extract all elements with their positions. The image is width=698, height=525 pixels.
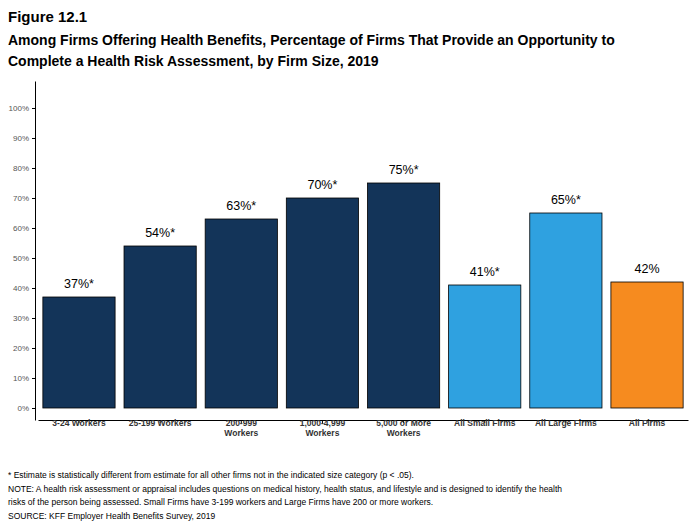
y-tick-mark xyxy=(32,108,35,109)
bar xyxy=(611,282,683,408)
y-tick-mark xyxy=(32,138,35,139)
y-tick-label: 100% xyxy=(9,104,29,113)
footnote: NOTE: A health risk assessment or apprai… xyxy=(8,484,562,508)
x-tick-label: All Small Firms xyxy=(454,418,516,428)
x-tick-label: 5,000 or MoreWorkers xyxy=(376,418,431,438)
y-tick: 40% xyxy=(13,284,35,293)
text-line: 3-24 Workers xyxy=(52,418,106,428)
x-tick: 200-999Workers xyxy=(224,418,258,438)
x-tick: All Small Firms xyxy=(454,418,516,428)
x-tick: All Large Firms xyxy=(535,418,597,428)
x-tick-label: 25-199 Workers xyxy=(129,418,192,428)
text-line: Workers xyxy=(387,428,421,438)
data-label: 42% xyxy=(635,262,660,276)
x-tick: All Firms xyxy=(629,418,666,428)
bar xyxy=(286,198,358,408)
x-tick: 1,000-4,999Workers xyxy=(300,418,346,438)
y-tick-mark xyxy=(32,288,35,289)
y-tick-label: 40% xyxy=(13,284,29,293)
text-line: NOTE: A health risk assessment or apprai… xyxy=(8,484,562,494)
text-line: All Large Firms xyxy=(535,418,597,428)
y-tick-label: 80% xyxy=(13,164,29,173)
data-label: 65%* xyxy=(551,193,581,207)
data-label: 41%* xyxy=(470,265,500,279)
text-line: 200-999 xyxy=(226,418,257,428)
text-line: * Estimate is statistically different fr… xyxy=(8,470,414,480)
y-tick-mark xyxy=(32,318,35,319)
bar xyxy=(43,297,115,408)
y-axis-line xyxy=(35,82,36,421)
y-tick-label: 90% xyxy=(13,134,29,143)
x-tick-label: 200-999Workers xyxy=(224,418,258,438)
x-tick-label: All Large Firms xyxy=(535,418,597,428)
y-tick-label: 10% xyxy=(13,374,29,383)
y-tick: 60% xyxy=(13,224,35,233)
y-tick: 100% xyxy=(9,104,35,113)
y-tick-label: 50% xyxy=(13,254,29,263)
text-line: 25-199 Workers xyxy=(129,418,192,428)
bar xyxy=(367,183,439,408)
y-tick-label: 60% xyxy=(13,224,29,233)
y-tick: 50% xyxy=(13,254,35,263)
data-label: 54%* xyxy=(145,226,175,240)
chart: Figure 12.1 Among Firms Offering Health B… xyxy=(0,0,698,525)
text-line: 1,000-4,999 xyxy=(300,418,346,428)
x-tick: 25-199 Workers xyxy=(129,418,192,428)
y-tick: 90% xyxy=(13,134,35,143)
x-tick: 3-24 Workers xyxy=(52,418,106,428)
y-tick: 10% xyxy=(13,374,35,383)
y-tick: 70% xyxy=(13,194,35,203)
bar xyxy=(205,219,277,408)
y-tick-label: 0% xyxy=(17,404,29,413)
y-tick-label: 30% xyxy=(13,314,29,323)
data-labels: 37%* 54%* 63%* 70%* 75%* 41%* 65%* 42% xyxy=(64,163,660,291)
data-label: 37%* xyxy=(64,277,94,291)
y-tick-mark xyxy=(32,228,35,229)
x-tick: 5,000 or MoreWorkers xyxy=(376,418,431,438)
data-label: 75%* xyxy=(389,163,419,177)
title: Figure 12.1 xyxy=(8,8,87,25)
bar xyxy=(449,285,521,408)
text-line: Among Firms Offering Health Benefits, Pe… xyxy=(8,32,615,48)
footnote: SOURCE: KFF Employer Health Benefits Sur… xyxy=(8,511,216,521)
y-tick: 80% xyxy=(13,164,35,173)
text-line: SOURCE: KFF Employer Health Benefits Sur… xyxy=(8,511,216,521)
x-tick-label: 1,000-4,999Workers xyxy=(300,418,346,438)
y-tick-mark xyxy=(32,258,35,259)
y-tick-mark xyxy=(32,168,35,169)
y-tick-label: 20% xyxy=(13,344,29,353)
y-tick-label: 70% xyxy=(13,194,29,203)
text-line: All Firms xyxy=(629,418,666,428)
text-line: risks of the person being assessed. Smal… xyxy=(8,497,433,507)
bar xyxy=(124,246,196,408)
bar xyxy=(530,213,602,408)
y-tick-mark xyxy=(32,378,35,379)
bars xyxy=(43,183,683,408)
x-tick-label: All Firms xyxy=(629,418,666,428)
text-line: 5,000 or More xyxy=(376,418,431,428)
data-label: 70%* xyxy=(307,178,337,192)
y-tick-mark xyxy=(32,408,35,409)
subtitle: Among Firms Offering Health Benefits, Pe… xyxy=(8,32,615,69)
y-tick-mark xyxy=(32,198,35,199)
text-line: Complete a Health Risk Assessment, by Fi… xyxy=(8,53,379,69)
x-tick-label: 3-24 Workers xyxy=(52,418,106,428)
y-tick-mark xyxy=(32,348,35,349)
x-axis: 3-24 Workers25-199 Workers200-999Workers… xyxy=(39,418,689,438)
y-tick: 0% xyxy=(17,404,35,413)
data-label: 63%* xyxy=(226,199,256,213)
text-line: Workers xyxy=(224,428,258,438)
y-axis: 0% 10% 20% 30% 40% 50% 60% 70% 80% 90% 100% xyxy=(9,82,36,421)
y-tick: 20% xyxy=(13,344,35,353)
y-tick: 30% xyxy=(13,314,35,323)
footnote: * Estimate is statistically different fr… xyxy=(8,470,414,480)
text-line: All Small Firms xyxy=(454,418,516,428)
text-line: Workers xyxy=(305,428,339,438)
